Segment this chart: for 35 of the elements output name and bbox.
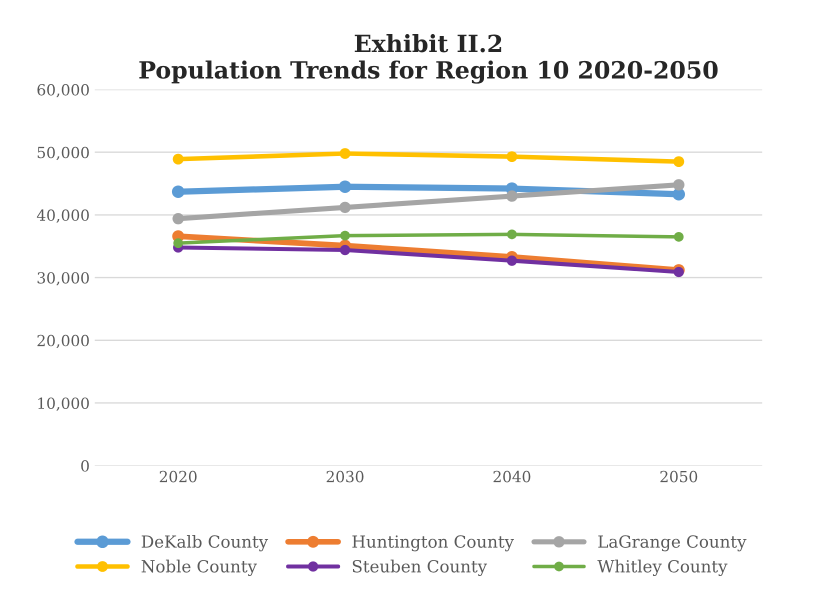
legend-label: Steuben County <box>352 560 488 576</box>
point <box>506 151 518 162</box>
point <box>674 232 684 242</box>
point <box>507 229 517 240</box>
point <box>172 154 184 165</box>
point <box>340 244 350 256</box>
point <box>506 256 518 266</box>
x-tick-label: 2050 <box>660 470 698 482</box>
point <box>339 202 351 214</box>
point <box>338 180 352 193</box>
y-tick-label: 0 <box>81 460 89 472</box>
legend-label: Huntington County <box>352 535 514 552</box>
point <box>172 185 184 198</box>
y-tick-label: 50,000 <box>38 146 89 160</box>
point <box>172 212 184 224</box>
x-tick-label: 2040 <box>494 470 530 482</box>
y-tick-label: 30,000 <box>38 272 89 286</box>
point <box>506 190 518 202</box>
y-tick-label: 10,000 <box>38 397 89 411</box>
point <box>173 238 184 248</box>
point <box>674 266 684 278</box>
legend-label: Noble County <box>142 560 257 576</box>
point <box>340 148 350 159</box>
y-tick-label: 20,000 <box>37 334 89 348</box>
y-tick-label: 60,000 <box>37 84 89 98</box>
point <box>340 230 350 240</box>
legend-label: LaGrange County <box>598 535 746 552</box>
y-tick-label: 40,000 <box>36 209 89 223</box>
legend-label: DeKalb County <box>142 534 268 552</box>
chart-title: Exhibit II.2 Population Trends for Region 10 2020-2050 <box>139 34 718 84</box>
point <box>673 179 684 191</box>
point <box>673 156 684 168</box>
x-tick-label: 2030 <box>326 470 364 482</box>
x-tick-label: 2020 <box>160 470 197 482</box>
legend-label: Whitley County <box>597 560 728 576</box>
